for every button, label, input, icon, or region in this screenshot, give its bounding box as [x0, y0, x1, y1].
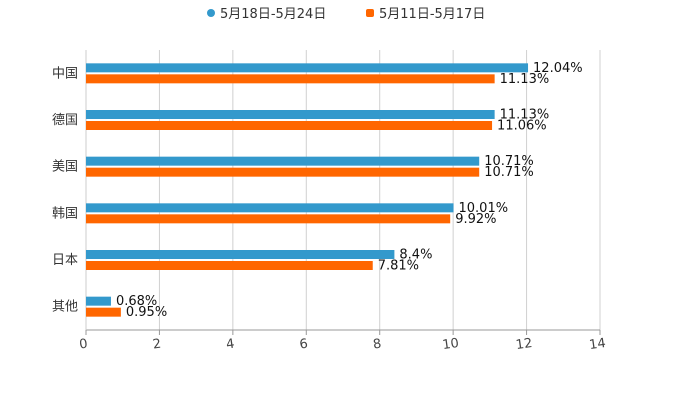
- category-label: 日本: [52, 253, 78, 268]
- data-label: 7.81%: [378, 259, 419, 274]
- bar-series2-5[interactable]: [86, 261, 373, 270]
- bar-layer: [86, 63, 529, 317]
- data-label: 0.95%: [126, 305, 167, 320]
- data-label: 9.92%: [455, 212, 496, 227]
- data-label: 11.13%: [500, 72, 550, 87]
- x-tick-label: 12: [515, 336, 533, 353]
- bar-series1-5[interactable]: [86, 250, 395, 259]
- category-label: 韩国: [52, 206, 78, 221]
- legend-item-2[interactable]: 5月11日-5月17日: [366, 7, 485, 22]
- x-tick-label: 4: [225, 337, 235, 353]
- bar-series2-3[interactable]: [86, 167, 480, 177]
- x-tick-label: 10: [441, 336, 459, 353]
- legend-marker-square: [366, 9, 374, 17]
- data-label: 0.68%: [116, 294, 157, 309]
- legend-label: 5月18日-5月24日: [220, 7, 326, 22]
- category-label: 其他: [52, 300, 78, 315]
- data-label: 10.01%: [459, 201, 509, 216]
- x-tick-label: 14: [588, 336, 606, 353]
- legend[interactable]: 5月18日-5月24日 5月11日-5月17日: [207, 7, 485, 22]
- legend-label: 5月11日-5月17日: [379, 7, 485, 22]
- legend-item-1[interactable]: 5月18日-5月24日: [207, 7, 326, 22]
- data-label: 11.13%: [500, 108, 550, 123]
- data-label: 10.71%: [484, 154, 534, 169]
- bar-series2-2[interactable]: [86, 121, 493, 130]
- data-label: 10.71%: [484, 165, 534, 180]
- bar-series2-6[interactable]: [86, 307, 121, 317]
- bar-series1-2[interactable]: [86, 110, 495, 119]
- data-label: 12.04%: [533, 61, 583, 76]
- category-label: 德国: [52, 113, 78, 128]
- grid-layer: [85, 50, 601, 330]
- data-label: 8.4%: [399, 248, 432, 263]
- label-layer: 12.04%11.13%11.13%11.06%10.71%10.71%10.0…: [116, 61, 583, 320]
- x-tick-label: 6: [299, 337, 309, 353]
- category-label: 美国: [52, 160, 78, 175]
- bar-series1-6[interactable]: [86, 296, 111, 306]
- x-tick-label: 0: [78, 337, 88, 353]
- x-tick-label: 8: [372, 337, 382, 353]
- x-tick-label: 2: [152, 337, 162, 353]
- bar-series2-4[interactable]: [86, 214, 451, 224]
- bar-series1-3[interactable]: [86, 156, 480, 166]
- bar-series1-1[interactable]: [86, 63, 529, 73]
- bar-series2-1[interactable]: [86, 74, 495, 84]
- category-label: 中国: [52, 66, 78, 81]
- data-label: 11.06%: [497, 119, 547, 134]
- legend-marker-circle: [207, 9, 215, 17]
- bar-series1-4[interactable]: [86, 203, 454, 213]
